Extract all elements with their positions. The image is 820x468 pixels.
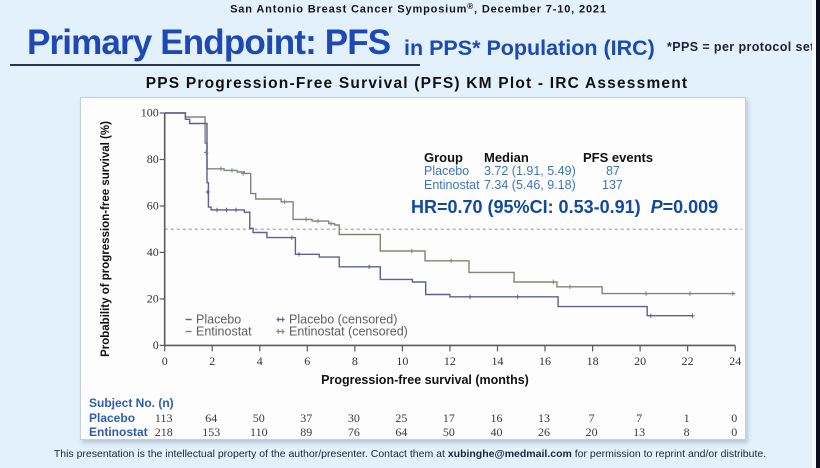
svg-text:20: 20 — [147, 291, 159, 305]
svg-text:Entinostat (censored): Entinostat (censored) — [289, 325, 408, 339]
svg-text:Entinostat: Entinostat — [196, 325, 252, 339]
svg-text:10: 10 — [396, 354, 408, 368]
svg-text:22: 22 — [682, 354, 694, 368]
svg-text:18: 18 — [587, 354, 599, 368]
svg-text:12: 12 — [444, 354, 456, 368]
svg-text:60: 60 — [147, 199, 159, 213]
svg-text:0: 0 — [153, 338, 159, 352]
svg-text:2: 2 — [209, 354, 215, 368]
svg-text:16: 16 — [539, 354, 551, 368]
svg-text:14: 14 — [492, 354, 504, 368]
svg-text:20: 20 — [634, 354, 646, 368]
svg-text:40: 40 — [147, 245, 159, 259]
svg-text:Placebo: Placebo — [196, 313, 241, 327]
svg-text:Placebo (censored): Placebo (censored) — [289, 313, 397, 327]
svg-text:24: 24 — [729, 354, 741, 368]
svg-text:4: 4 — [257, 354, 263, 368]
svg-text:100: 100 — [141, 106, 159, 120]
svg-text:80: 80 — [147, 152, 159, 166]
svg-text:0: 0 — [162, 354, 168, 368]
svg-text:6: 6 — [304, 354, 310, 368]
svg-text:8: 8 — [352, 354, 358, 368]
